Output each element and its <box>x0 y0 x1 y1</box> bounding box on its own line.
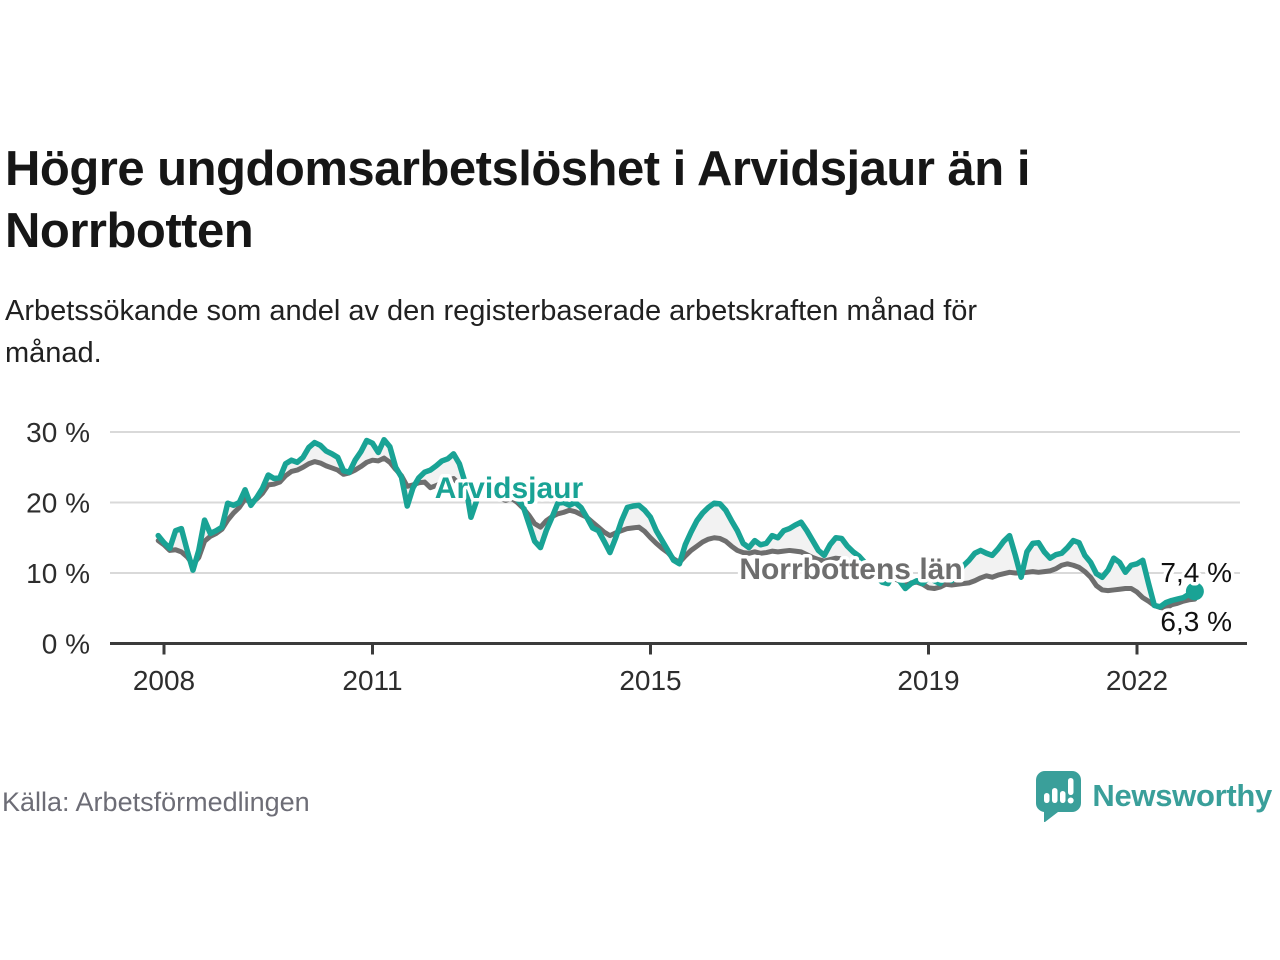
brand-name: Newsworthy <box>1092 778 1272 813</box>
arvidsjaur-end-dot <box>1185 582 1204 601</box>
norrbotten-series-label: Norrbottens län <box>739 553 962 586</box>
page-title: Högre ungdomsarbetslöshet i Arvidsjaur ä… <box>5 142 1030 259</box>
unemployment-line-chart: 2008 2011 2015 2019 2022 0 % 10 % 20 % 30 % Arvid… <box>26 417 1247 696</box>
x-tick-label-2019: 2019 <box>897 665 959 696</box>
y-tick-label-30: 30 % <box>26 417 90 448</box>
chart-subtitle: Arbetssökande som andel av den registerb… <box>5 295 978 370</box>
y-tick-label-20: 20 % <box>26 488 90 519</box>
series-band-fill <box>158 439 1195 609</box>
x-tick-label-2015: 2015 <box>619 665 681 696</box>
newsworthy-logo: Newsworthy <box>1035 770 1272 822</box>
newsworthy-bubble-icon <box>1036 771 1082 822</box>
norrbotten-line <box>155 455 1198 611</box>
arvidsjaur-end-value-label: 7,4 % <box>1160 557 1232 588</box>
x-tick-label-2008: 2008 <box>133 665 195 696</box>
y-tick-label-10: 10 % <box>26 558 90 589</box>
x-tick-label-2011: 2011 <box>342 665 402 696</box>
x-tick-label-2022: 2022 <box>1106 665 1168 696</box>
norrbotten-end-value-label: 6,3 % <box>1160 606 1232 637</box>
y-tick-label-0: 0 % <box>42 629 90 660</box>
source-note: Källa: Arbetsförmedlingen <box>2 787 310 817</box>
arvidsjaur-series-label: Arvidsjaur <box>435 472 584 505</box>
arvidsjaur-line <box>155 437 1198 610</box>
